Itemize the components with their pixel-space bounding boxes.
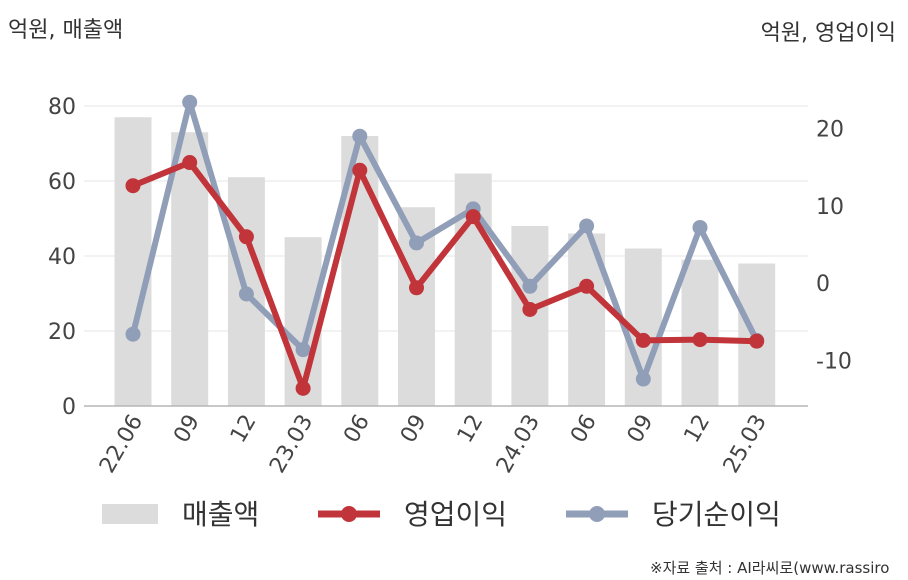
x-tick-label: 09 xyxy=(396,411,432,448)
point-당기순이익 xyxy=(635,371,651,387)
series-line-영업이익 xyxy=(130,159,760,392)
left-tick-label: 40 xyxy=(48,245,76,270)
right-tick-label: 10 xyxy=(816,195,844,220)
point-영업이익 xyxy=(465,209,481,225)
legend-label-영업이익: 영업이익 xyxy=(404,498,507,531)
x-tick-label: 09 xyxy=(169,411,205,448)
legend-label-매출액: 매출액 xyxy=(182,498,259,531)
right-axis-unit-label: 억원, 영업이익 xyxy=(761,21,896,46)
x-tick-label: 22.06 xyxy=(95,411,148,478)
point-영업이익 xyxy=(522,301,538,317)
point-영업이익 xyxy=(295,380,311,396)
point-영업이익 xyxy=(125,178,141,194)
legend-marker-당기순이익 xyxy=(589,506,605,522)
x-axis-ticks: 22.06 09 12 23.03 06 09 12 24.03 06 09 12 25.03 xyxy=(95,411,772,478)
legend-swatch-매출액 xyxy=(102,504,158,524)
revenue-bars xyxy=(114,117,776,406)
x-tick-label: 12 xyxy=(680,411,716,448)
point-영업이익 xyxy=(352,162,368,178)
right-axis-ticks: -10 0 10 20 xyxy=(816,118,852,375)
line-series xyxy=(125,94,765,396)
x-tick-label: 23.03 xyxy=(265,411,318,478)
left-tick-label: 20 xyxy=(48,320,76,345)
x-tick-label: 24.03 xyxy=(492,411,545,478)
left-tick-label: 0 xyxy=(62,395,76,420)
source-note: ※자료 출처 : AI라씨로(www.rassiro xyxy=(650,559,889,577)
left-tick-label: 60 xyxy=(48,170,76,195)
right-tick-label: 20 xyxy=(816,118,844,143)
point-당기순이익 xyxy=(352,128,368,144)
point-당기순이익 xyxy=(579,218,595,234)
x-tick-label: 12 xyxy=(226,411,262,448)
point-당기순이익 xyxy=(182,94,198,110)
point-영업이익 xyxy=(749,333,765,349)
x-tick-label: 06 xyxy=(339,411,375,448)
x-tick-label: 09 xyxy=(623,411,659,448)
point-영업이익 xyxy=(238,229,254,245)
legend: 매출액 영업이익 당기순이익 xyxy=(102,498,781,531)
x-tick-label: 12 xyxy=(453,411,489,448)
series-line-당기순이익 xyxy=(130,99,760,383)
legend-label-당기순이익: 당기순이익 xyxy=(652,498,781,531)
point-영업이익 xyxy=(635,332,651,348)
point-영업이익 xyxy=(409,280,424,296)
point-영업이익 xyxy=(692,332,708,348)
point-당기순이익 xyxy=(522,278,538,294)
x-tick-label: 06 xyxy=(566,411,602,448)
point-당기순이익 xyxy=(692,219,708,235)
right-tick-label: -10 xyxy=(816,350,852,375)
left-axis-ticks: 0 20 40 60 80 xyxy=(48,95,76,420)
point-영업이익 xyxy=(579,278,595,294)
point-당기순이익 xyxy=(409,235,424,251)
x-tick-label: 25.03 xyxy=(719,411,772,478)
point-당기순이익 xyxy=(125,326,141,342)
right-tick-label: 0 xyxy=(816,272,830,297)
bar-매출액 xyxy=(171,132,209,406)
legend-marker-영업이익 xyxy=(341,506,357,522)
point-당기순이익 xyxy=(238,286,254,302)
point-영업이익 xyxy=(182,155,198,171)
left-tick-label: 80 xyxy=(48,95,76,120)
point-당기순이익 xyxy=(295,342,311,358)
bar-매출액 xyxy=(114,117,152,406)
left-axis-unit-label: 억원, 매출액 xyxy=(8,18,123,43)
